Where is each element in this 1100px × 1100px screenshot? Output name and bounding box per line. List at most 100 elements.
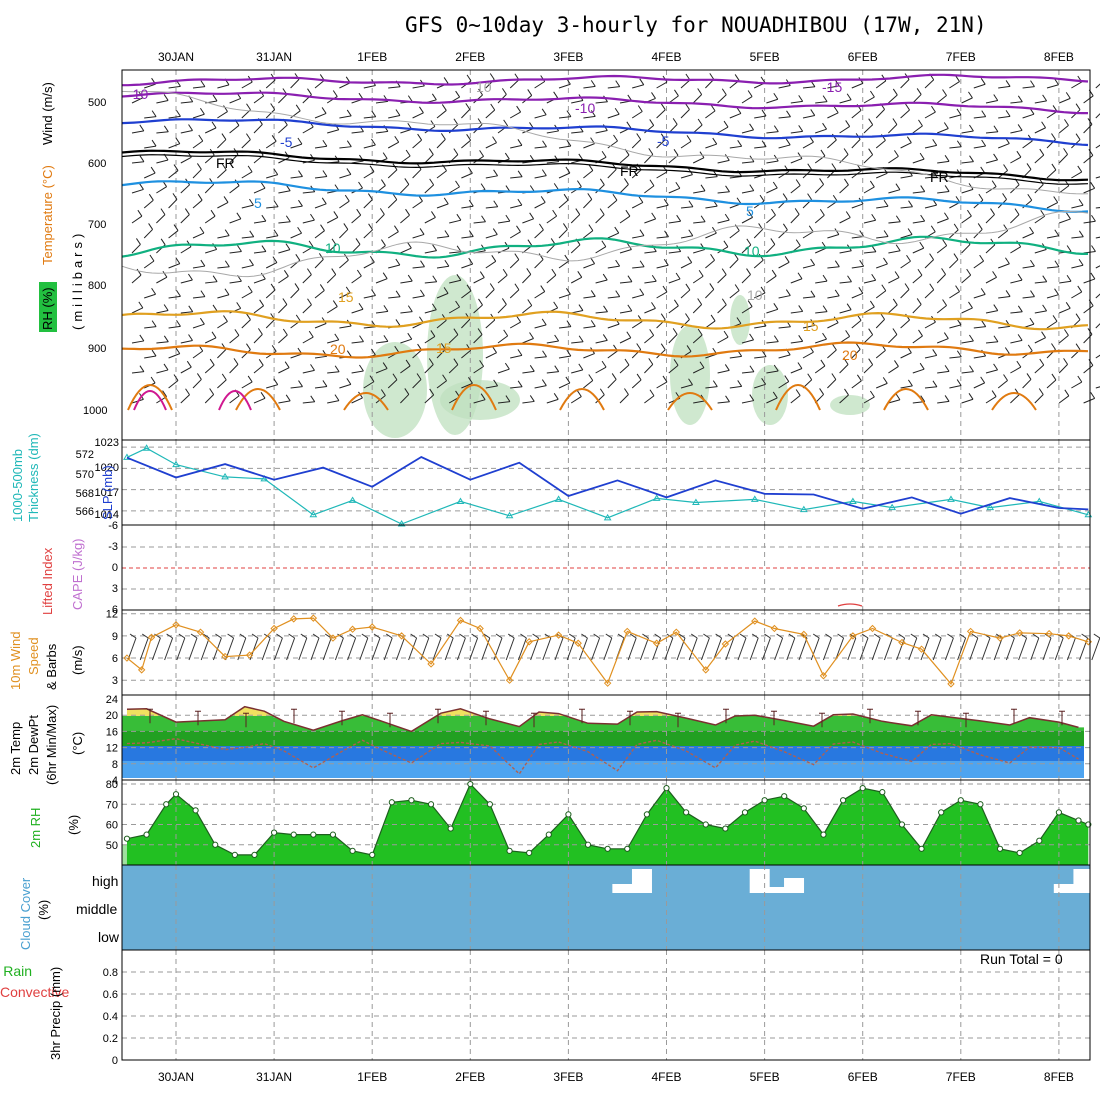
rh-marker	[683, 809, 690, 816]
wind10-barb	[408, 637, 418, 661]
wind10-barb	[1042, 637, 1052, 661]
contour-label-p15c: 15	[436, 340, 452, 356]
wind-barb-flag	[1078, 230, 1084, 238]
wind-barb-flag	[151, 110, 157, 117]
cloud-bar	[784, 878, 805, 893]
wind-barb	[449, 219, 461, 224]
wind-barb-flag	[587, 193, 593, 200]
contour-gray-1	[121, 90, 1089, 195]
wind10-barb	[591, 637, 601, 661]
wind10-barb	[469, 637, 479, 661]
bottom-day-labels: 30JAN 31JAN 1FEB 2FEB 3FEB 4FEB 5FEB 6FEB 7FEB 8F…	[158, 1070, 1074, 1084]
wind10-barb-flag	[251, 633, 259, 639]
wind-barb-flag	[346, 140, 352, 147]
wind-barb	[583, 115, 596, 119]
wind10-barb	[298, 637, 308, 661]
contour-label-p5: 5	[254, 195, 262, 211]
wind-barb-flag	[1066, 212, 1071, 220]
wind-barb-flag	[1063, 148, 1068, 155]
wind-barb	[387, 169, 398, 179]
wind-barb	[448, 186, 460, 194]
wind-barb	[473, 304, 483, 314]
wind-barb	[619, 215, 631, 224]
wind-barb	[888, 399, 901, 404]
wind-barb	[546, 371, 559, 374]
wind10-barb-flag	[727, 633, 735, 639]
wind-barb	[497, 401, 510, 404]
wind-barb-flag	[209, 388, 215, 395]
wind10-barb	[164, 637, 174, 661]
wind-barb-flag	[712, 380, 718, 387]
contour-p5	[121, 180, 1089, 213]
wind-barb	[461, 139, 471, 149]
wind-barb-flag	[273, 200, 279, 208]
rh-marker	[143, 831, 150, 838]
wind-barb	[412, 200, 423, 209]
wind-barb	[375, 310, 388, 314]
wind-barb-flag	[1066, 274, 1072, 282]
wind-barb	[863, 96, 875, 104]
wind-barb	[753, 292, 766, 299]
wind-barb	[509, 231, 521, 239]
wind-barb	[875, 80, 887, 89]
wind-barb	[485, 352, 497, 359]
wind-barb	[815, 101, 828, 104]
wind-barb	[607, 323, 620, 329]
wind-barb	[1022, 296, 1035, 299]
wind-barb	[571, 131, 584, 134]
wind-barb	[278, 249, 291, 254]
wind-barb	[985, 276, 997, 284]
wind-barb-flag	[772, 181, 778, 189]
wind-barb-flag	[285, 215, 291, 223]
wind-barb	[1046, 169, 1057, 179]
wind-barb	[766, 131, 779, 134]
wind-barb-flag	[737, 140, 743, 147]
wind-barb-flag	[223, 315, 228, 322]
wind-barb	[558, 83, 571, 89]
wind-barb	[949, 114, 962, 119]
wind-barb	[558, 116, 571, 119]
wind-barb	[144, 355, 157, 359]
rh-shade-blob	[730, 295, 750, 345]
cloud-panel: high middle low Cloud Cover (%)	[18, 864, 1094, 951]
wind-barb	[827, 139, 837, 149]
wind-barb	[217, 235, 230, 239]
rh-marker	[506, 847, 513, 854]
wind-barb	[839, 99, 852, 104]
wind-barb-flag	[966, 209, 972, 217]
wind-barb	[839, 154, 849, 164]
wind-barb-flag	[1039, 148, 1045, 156]
wind-barb	[680, 384, 693, 389]
wind-barb-flag	[847, 275, 852, 283]
wind-barb	[863, 124, 874, 134]
wind-barb	[741, 161, 754, 164]
wind-barb-flag	[907, 379, 913, 387]
wind-barb	[363, 261, 375, 269]
wind10-barb	[456, 637, 466, 661]
temp2m-tick: 8	[112, 759, 118, 771]
wind10-marker	[505, 676, 514, 684]
contour-warm-arc	[559, 388, 605, 411]
wind10-barb-flag	[825, 633, 832, 639]
cape-tick: 3	[112, 583, 118, 595]
wind-barb	[766, 244, 776, 254]
wind10-barb-flag	[751, 633, 759, 639]
wind-barb-flag	[346, 168, 352, 175]
wind-barb-flag	[163, 304, 169, 311]
wind-barb-flag	[747, 300, 753, 307]
wind-barb	[339, 325, 352, 329]
wind-barb-flag	[969, 124, 974, 132]
rh-marker	[879, 789, 886, 796]
wind10-barb-flag	[166, 633, 173, 639]
wind-barb	[278, 124, 288, 134]
wind-barb	[473, 399, 486, 404]
wind-barb	[1034, 310, 1047, 314]
wind-barb-flag	[332, 300, 338, 307]
wind-barb	[705, 259, 715, 269]
wind-barb-flag	[1090, 272, 1096, 280]
wind-barb-flag	[636, 373, 642, 381]
wind-barb	[473, 365, 484, 374]
wind-barb-flag	[1005, 290, 1011, 297]
rh-marker	[290, 831, 297, 838]
